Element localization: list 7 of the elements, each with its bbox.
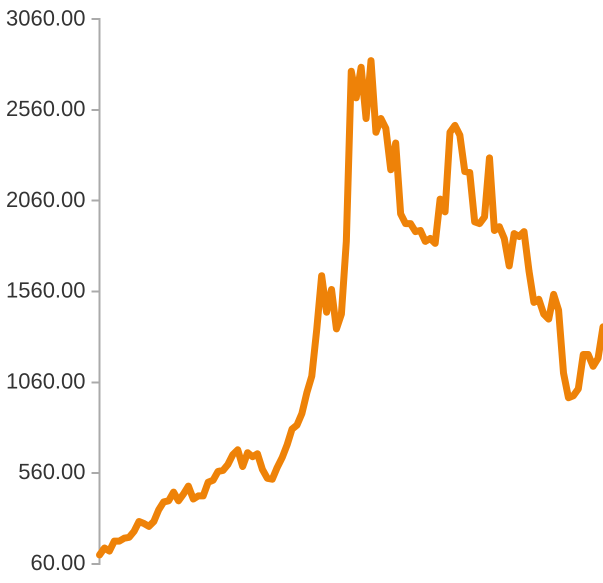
y-tick-label: 2560.00 bbox=[6, 96, 86, 122]
y-tick-label: 560.00 bbox=[18, 459, 86, 484]
y-tick-label: 1560.00 bbox=[6, 278, 86, 303]
y-tick-label: 1060.00 bbox=[6, 368, 86, 394]
y-tick-label: 60.00 bbox=[30, 550, 86, 575]
y-tick-label: 3060.00 bbox=[6, 5, 86, 30]
y-tick-label: 2060.00 bbox=[6, 186, 86, 212]
